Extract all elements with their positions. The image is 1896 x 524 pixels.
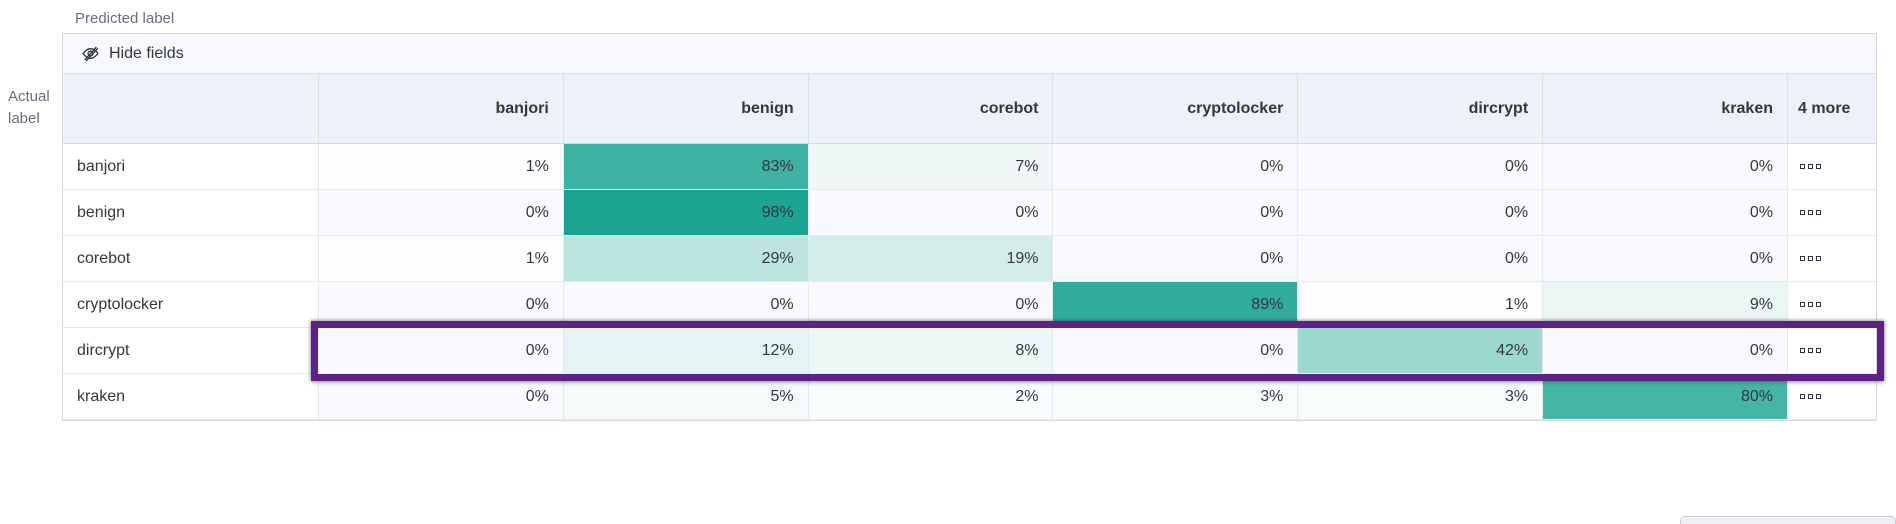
cell-benign-benign[interactable]: 98%: [563, 190, 809, 236]
cell-banjori-cryptolocker[interactable]: 0%: [1053, 144, 1299, 190]
row-more-button-banjori[interactable]: [1787, 144, 1876, 190]
cell-banjori-corebot[interactable]: 7%: [808, 144, 1054, 190]
boxes-horizontal-icon: [1799, 210, 1821, 215]
boxes-horizontal-icon: [1799, 348, 1821, 353]
cell-kraken-cryptolocker[interactable]: 3%: [1053, 374, 1299, 420]
row-label-dircrypt: dircrypt: [63, 328, 319, 374]
cell-corebot-dircrypt[interactable]: 0%: [1298, 236, 1544, 282]
row-more-button-cryptolocker[interactable]: [1787, 282, 1876, 328]
cell-dircrypt-kraken[interactable]: 0%: [1543, 328, 1788, 374]
column-header-more[interactable]: 4 more: [1787, 74, 1876, 144]
cell-cryptolocker-kraken[interactable]: 9%: [1543, 282, 1788, 328]
cell-kraken-dircrypt[interactable]: 3%: [1298, 374, 1544, 420]
hide-fields-label: Hide fields: [109, 44, 184, 62]
cell-banjori-banjori[interactable]: 1%: [319, 144, 564, 190]
cell-benign-corebot[interactable]: 0%: [808, 190, 1054, 236]
column-header-banjori[interactable]: banjori: [319, 74, 564, 144]
confusion-grid: banjori benign corebot cryptolocker dircrypt…: [63, 74, 1876, 420]
cell-cryptolocker-benign[interactable]: 0%: [563, 282, 809, 328]
boxes-horizontal-icon: [1799, 164, 1821, 169]
eye-slash-icon: [81, 44, 100, 63]
cell-cryptolocker-dircrypt[interactable]: 1%: [1298, 282, 1544, 328]
column-header-dircrypt[interactable]: dircrypt: [1298, 74, 1544, 144]
cell-dircrypt-banjori[interactable]: 0%: [319, 328, 564, 374]
header-corner-cell: [63, 74, 319, 144]
cell-kraken-benign[interactable]: 5%: [563, 374, 809, 420]
grid-toolbar: Hide fields: [63, 34, 1876, 74]
column-header-cryptolocker[interactable]: cryptolocker: [1053, 74, 1299, 144]
cell-corebot-corebot[interactable]: 19%: [808, 236, 1054, 282]
confusion-matrix-panel: Hide fields banjori benign corebot cryptolo…: [62, 33, 1877, 421]
cell-cryptolocker-banjori[interactable]: 0%: [319, 282, 564, 328]
column-header-benign[interactable]: benign: [563, 74, 809, 144]
cell-dircrypt-corebot[interactable]: 8%: [808, 328, 1054, 374]
cell-banjori-dircrypt[interactable]: 0%: [1298, 144, 1544, 190]
column-header-kraken[interactable]: kraken: [1543, 74, 1788, 144]
column-header-corebot[interactable]: corebot: [808, 74, 1054, 144]
cell-cryptolocker-cryptolocker[interactable]: 89%: [1053, 282, 1299, 328]
cell-corebot-benign[interactable]: 29%: [563, 236, 809, 282]
row-label-kraken: kraken: [63, 374, 319, 420]
cell-kraken-kraken[interactable]: 80%: [1543, 374, 1788, 420]
cell-cryptolocker-corebot[interactable]: 0%: [808, 282, 1054, 328]
partial-panel-edge: [1680, 516, 1896, 524]
boxes-horizontal-icon: [1799, 302, 1821, 307]
row-more-button-dircrypt[interactable]: [1787, 328, 1876, 374]
row-label-benign: benign: [63, 190, 319, 236]
cell-corebot-kraken[interactable]: 0%: [1543, 236, 1788, 282]
row-label-corebot: corebot: [63, 236, 319, 282]
row-label-banjori: banjori: [63, 144, 319, 190]
cell-dircrypt-cryptolocker[interactable]: 0%: [1053, 328, 1299, 374]
row-more-button-corebot[interactable]: [1787, 236, 1876, 282]
cell-benign-dircrypt[interactable]: 0%: [1298, 190, 1544, 236]
boxes-horizontal-icon: [1799, 256, 1821, 261]
cell-banjori-kraken[interactable]: 0%: [1543, 144, 1788, 190]
cell-banjori-benign[interactable]: 83%: [563, 144, 809, 190]
cell-dircrypt-dircrypt[interactable]: 42%: [1298, 328, 1544, 374]
cell-dircrypt-benign[interactable]: 12%: [563, 328, 809, 374]
cell-corebot-banjori[interactable]: 1%: [319, 236, 564, 282]
cell-benign-banjori[interactable]: 0%: [319, 190, 564, 236]
predicted-label-caption: Predicted label: [75, 10, 175, 27]
actual-label-caption: Actual label: [8, 88, 50, 127]
row-label-cryptolocker: cryptolocker: [63, 282, 319, 328]
cell-kraken-corebot[interactable]: 2%: [808, 374, 1054, 420]
hide-fields-button[interactable]: Hide fields: [75, 40, 190, 67]
cell-benign-cryptolocker[interactable]: 0%: [1053, 190, 1299, 236]
cell-corebot-cryptolocker[interactable]: 0%: [1053, 236, 1299, 282]
cell-benign-kraken[interactable]: 0%: [1543, 190, 1788, 236]
row-more-button-benign[interactable]: [1787, 190, 1876, 236]
cell-kraken-banjori[interactable]: 0%: [319, 374, 564, 420]
boxes-horizontal-icon: [1799, 394, 1821, 399]
row-more-button-kraken[interactable]: [1787, 374, 1876, 420]
